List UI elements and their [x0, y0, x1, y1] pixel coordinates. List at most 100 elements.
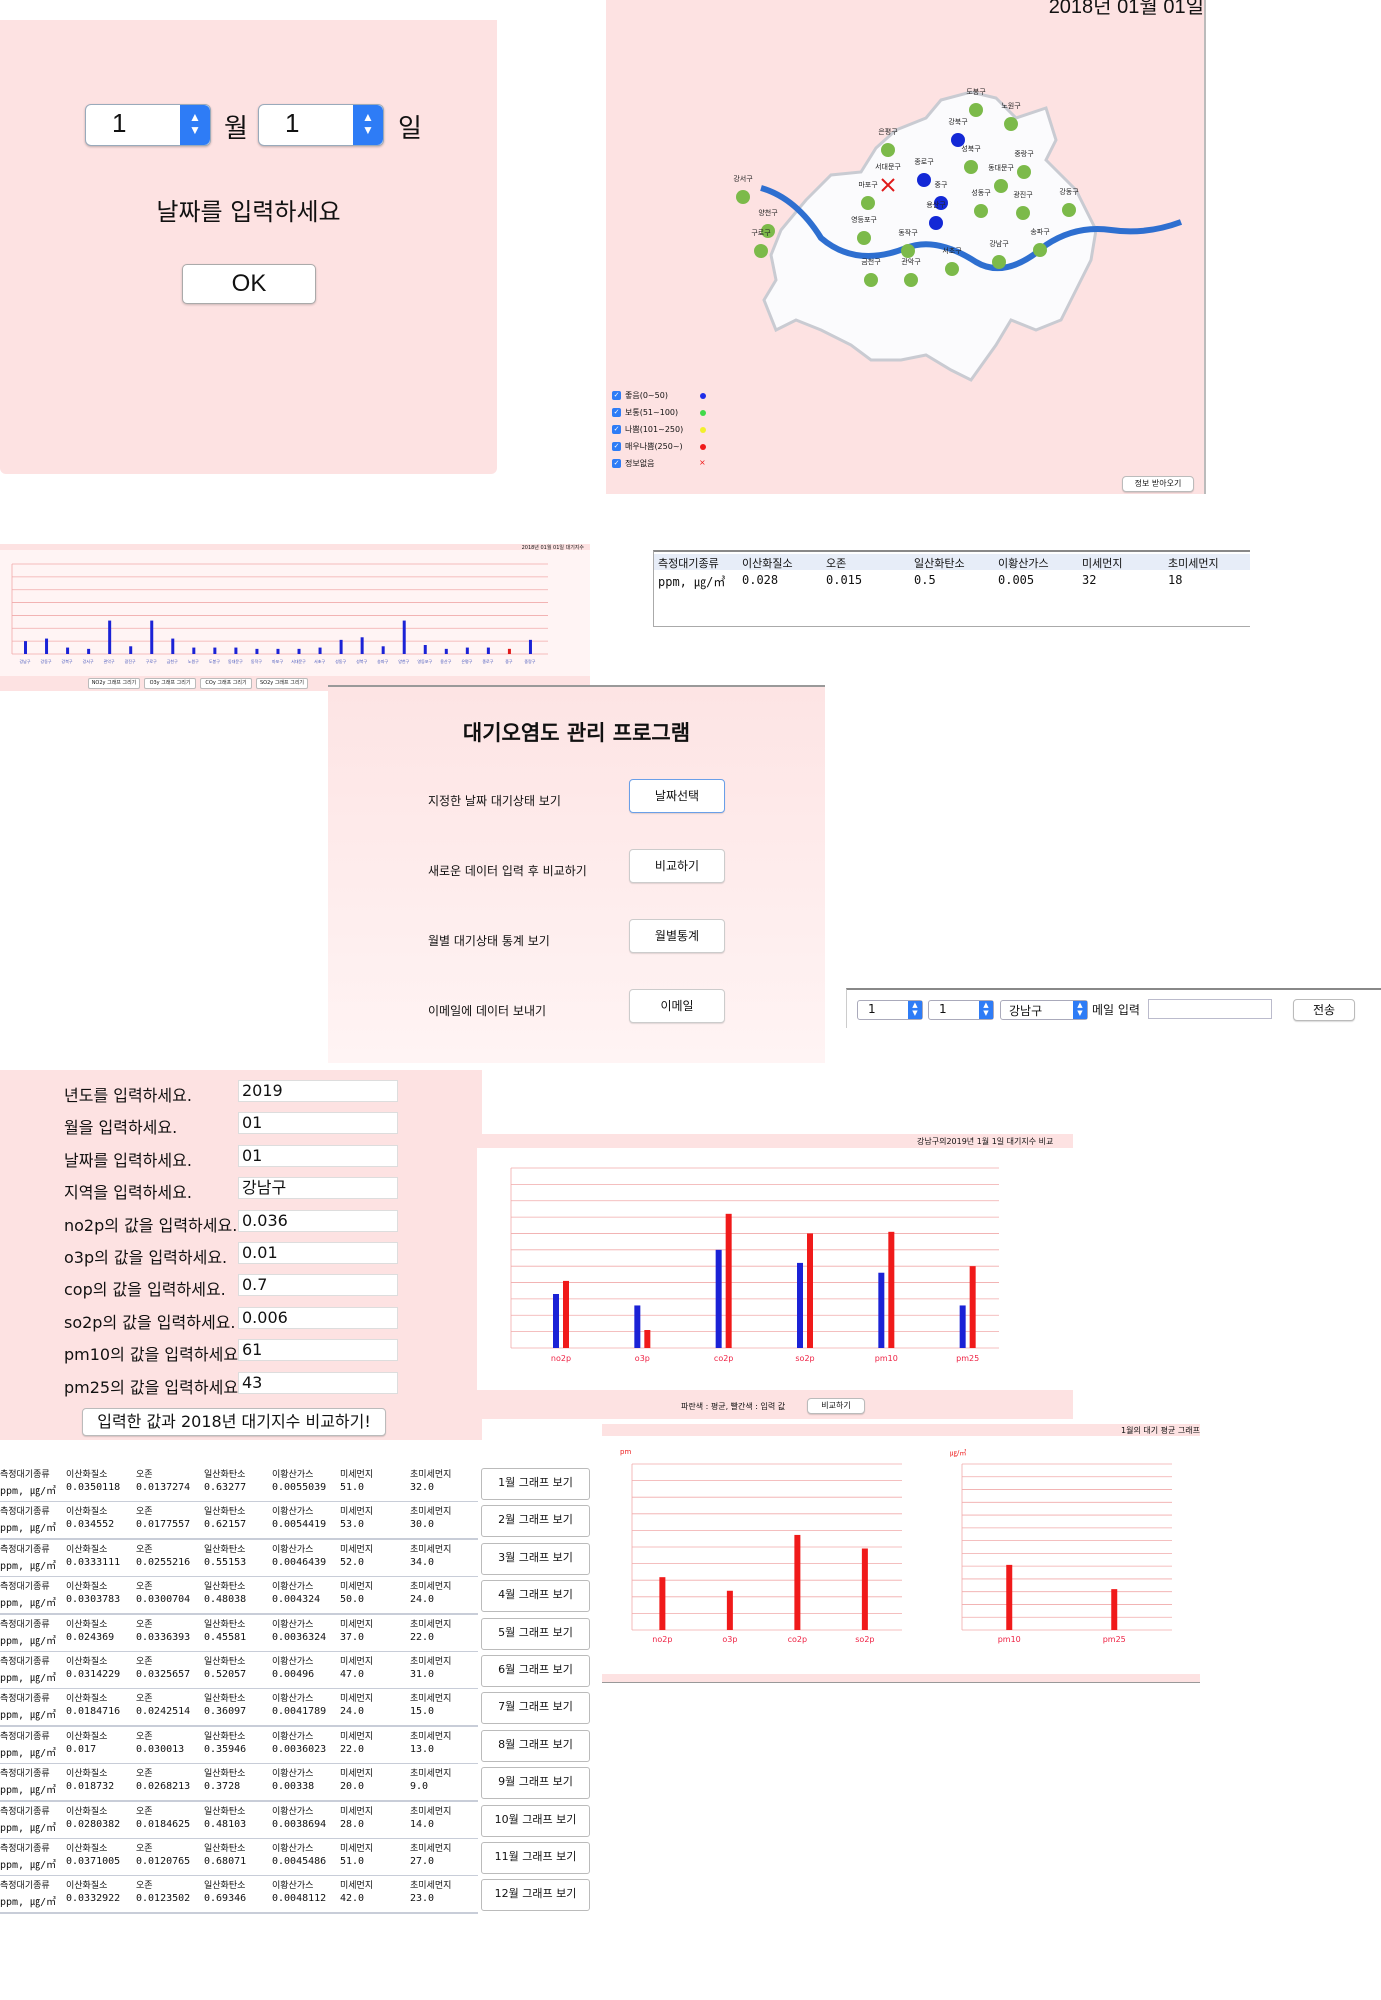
district-marker[interactable] [901, 244, 915, 258]
email-month-select[interactable]: 1 ▲ ▼ [857, 1000, 923, 1020]
form-input[interactable]: 0.01 [238, 1242, 398, 1264]
district-marker[interactable] [964, 160, 978, 174]
month-graph-button[interactable]: 6월 그래프 보기 [481, 1655, 590, 1687]
district-marker[interactable] [881, 143, 895, 157]
district-marker[interactable] [951, 133, 965, 147]
district-marker[interactable] [1062, 203, 1076, 217]
form-input[interactable]: 01 [238, 1112, 398, 1135]
monthly-value-cell: 0.48038 [204, 1594, 247, 1606]
district-marker[interactable] [857, 231, 871, 245]
district-marker[interactable] [974, 204, 988, 218]
graph-draw-button[interactable]: O3y 그래프 그리기 [144, 678, 196, 689]
form-input[interactable]: 0.006 [238, 1306, 398, 1329]
legend-item[interactable]: ✓ 매우나쁨(250~) [612, 439, 712, 456]
month-graph-button[interactable]: 9월 그래프 보기 [481, 1767, 590, 1800]
month-graph-button[interactable]: 4월 그래프 보기 [481, 1580, 590, 1613]
form-label: cop의 값을 입력하세요. [64, 1280, 226, 1300]
checkbox-icon[interactable]: ✓ [612, 391, 621, 400]
month-stepper[interactable]: 1 ▲ ▼ [85, 104, 211, 146]
refresh-button[interactable]: 정보 받아오기 [1122, 476, 1194, 492]
district-label: 광진구 [1013, 190, 1033, 199]
month-graph-button[interactable]: 8월 그래프 보기 [481, 1729, 590, 1762]
month-graph-button[interactable]: 5월 그래프 보기 [481, 1617, 590, 1650]
form-input[interactable]: 강남구 [238, 1177, 398, 1200]
district-marker[interactable] [904, 273, 918, 287]
menu-action-button[interactable]: 비교하기 [629, 849, 725, 883]
day-stepper[interactable]: 1 ▲ ▼ [258, 104, 384, 146]
district-marker[interactable] [1033, 243, 1047, 257]
month-avg-dust-chart: pm10 pm25 [961, 1463, 1172, 1644]
tick-label: 금천구 [167, 658, 178, 664]
district-marker[interactable] [929, 216, 943, 230]
graph-draw-button[interactable]: NO2y 그래프 그리기 [88, 678, 140, 689]
month-graph-button[interactable]: 2월 그래프 보기 [481, 1505, 590, 1538]
district-marker[interactable] [1016, 206, 1030, 220]
seoul-boundary [762, 90, 1098, 382]
bar-input [807, 1233, 813, 1348]
checkbox-icon[interactable]: ✓ [612, 408, 621, 417]
form-input[interactable]: 61 [238, 1339, 398, 1362]
graph-draw-button[interactable]: SO2y 그래프 그리기 [256, 678, 308, 689]
email-input[interactable] [1148, 999, 1272, 1019]
send-button[interactable]: 전송 [1293, 999, 1355, 1021]
month-graph-button[interactable]: 3월 그래프 보기 [481, 1542, 590, 1575]
monthly-value-cell: 0.0268213 [136, 1781, 191, 1793]
form-input[interactable]: 01 [238, 1144, 398, 1167]
form-input[interactable]: 43 [238, 1371, 398, 1394]
district-marker[interactable] [1004, 117, 1018, 131]
graph-draw-button[interactable]: COy 그래프 그리기 [200, 678, 252, 689]
monthly-header-cell: 측정대기종류 [0, 1806, 50, 1817]
district-marker[interactable] [861, 196, 875, 210]
monthly-unit-cell: ppm, ㎍/㎥ [0, 1560, 57, 1572]
checkbox-icon[interactable]: ✓ [612, 459, 621, 468]
month-value: 1 [112, 108, 127, 138]
pollutant-table: 측정대기종류 이산화질소 오존 일산화탄소 이황산가스 미세먼지 초미세먼지 ppm, ㎍/… [653, 550, 1250, 627]
legend-item[interactable]: ✓ 정보없음 × [612, 456, 712, 473]
district-marker[interactable] [945, 262, 959, 276]
compare-submit-button[interactable]: 입력한 값과 2018년 대기지수 비교하기! [82, 1408, 386, 1436]
form-input[interactable]: 2019 [238, 1080, 398, 1102]
stepper-arrows-icon[interactable]: ▲ ▼ [180, 105, 210, 145]
month-graph-button[interactable]: 10월 그래프 보기 [481, 1804, 590, 1837]
district-marker[interactable] [1017, 165, 1031, 179]
monthly-value-cell: 0.3728 [204, 1781, 241, 1793]
legend-item[interactable]: ✓ 나쁨(101~250) [612, 422, 712, 439]
district-marker[interactable] [994, 179, 1008, 193]
district-marker[interactable] [969, 103, 983, 117]
month-graph-button[interactable]: 7월 그래프 보기 [481, 1692, 590, 1725]
district-marker[interactable] [917, 173, 931, 187]
ok-button[interactable]: OK [182, 264, 316, 304]
tick-label: no2p [652, 1635, 672, 1644]
compare-button[interactable]: 비교하기 [807, 1398, 865, 1414]
monthly-value-cell: 30.0 [410, 1519, 435, 1531]
district-marker[interactable] [736, 190, 750, 204]
menu-action-button[interactable]: 이메일 [629, 989, 725, 1023]
table-cell: ppm, ㎍/㎥ [658, 575, 726, 589]
stepper-arrows-icon[interactable]: ▲ ▼ [353, 105, 383, 145]
bar [339, 639, 343, 654]
month-graph-button[interactable]: 11월 그래프 보기 [481, 1842, 590, 1874]
legend-item[interactable]: ✓ 보통(51~100) [612, 405, 712, 422]
month-graph-button[interactable]: 1월 그래프 보기 [481, 1468, 590, 1500]
month-graph-button[interactable]: 12월 그래프 보기 [481, 1879, 590, 1912]
bar [150, 620, 154, 654]
email-day-select[interactable]: 1 ▲ ▼ [928, 1000, 994, 1020]
district-marker[interactable] [761, 224, 775, 238]
menu-action-button[interactable]: 월별통계 [629, 919, 725, 953]
district-marker[interactable] [992, 255, 1006, 269]
district-marker[interactable] [754, 244, 768, 258]
district-marker[interactable] [864, 273, 878, 287]
legend-item[interactable]: ✓ 좋음(0~50) [612, 388, 712, 405]
checkbox-icon[interactable]: ✓ [612, 442, 621, 451]
monthly-header-cell: 초미세먼지 [410, 1731, 452, 1742]
bar [726, 1590, 733, 1630]
monthly-value-cell: 0.0123502 [136, 1893, 191, 1905]
district-marker[interactable] [934, 196, 948, 210]
date-dialog: 1 ▲ ▼ 월 1 ▲ ▼ 일 날짜를 입력하세요 OK [0, 20, 497, 474]
checkbox-icon[interactable]: ✓ [612, 425, 621, 434]
menu-action-button[interactable]: 날짜선택 [629, 779, 725, 813]
email-district-select[interactable]: 강남구 ▲ ▼ [1000, 1000, 1088, 1020]
monthly-value-cell: 0.0038694 [272, 1818, 327, 1830]
form-input[interactable]: 0.036 [238, 1209, 398, 1232]
form-input[interactable]: 0.7 [238, 1274, 398, 1297]
